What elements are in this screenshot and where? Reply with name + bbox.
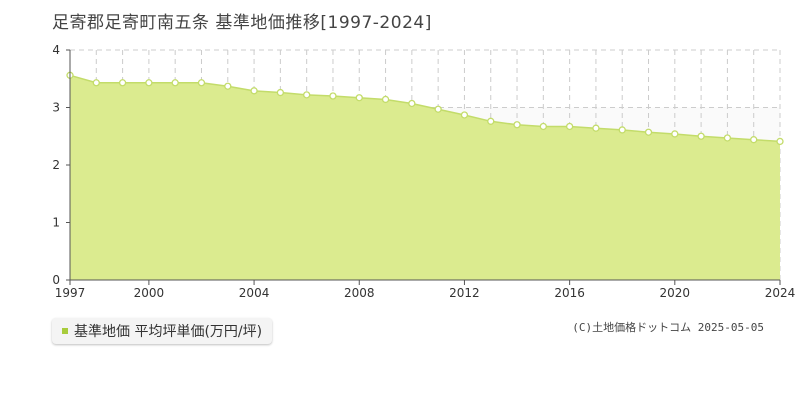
y-tick-label: 0 [52, 273, 60, 287]
data-point [592, 124, 600, 132]
legend-swatch [62, 328, 68, 334]
data-point [618, 126, 626, 134]
data-point [408, 99, 416, 108]
x-tick-label: 2012 [449, 286, 480, 300]
y-tick-label: 2 [52, 158, 60, 172]
data-point [303, 91, 311, 99]
x-tick-label: 2000 [134, 286, 165, 300]
data-point [329, 92, 337, 100]
y-tick-label: 3 [52, 101, 60, 115]
data-point [434, 105, 442, 113]
data-point [565, 122, 574, 131]
series-area [70, 75, 780, 280]
data-point [381, 95, 390, 104]
data-point [224, 82, 232, 90]
data-point [118, 79, 127, 87]
data-point [487, 117, 495, 125]
data-point [776, 137, 784, 146]
data-point [539, 122, 547, 131]
x-tick-label: 2008 [344, 286, 375, 300]
data-point [697, 132, 705, 140]
data-point [355, 94, 363, 102]
legend-label: 基準地価 平均坪単価(万円/坪) [74, 324, 263, 340]
data-point [460, 111, 469, 119]
data-point [92, 79, 100, 87]
series-line [69, 74, 781, 143]
y-tick-label: 1 [52, 216, 60, 230]
data-point [513, 121, 521, 129]
y-axis-ticks: 0 1 2 3 4 [52, 43, 70, 287]
x-tick-label: 1997 [55, 286, 86, 300]
legend: 基準地価 平均坪単価(万円/坪) [52, 318, 273, 344]
data-point [197, 79, 206, 87]
data-point [250, 87, 258, 95]
x-axis-ticks: 1997 2000 2004 2008 2012 2016 2020 2024 [55, 280, 796, 300]
data-point [644, 128, 653, 136]
data-point [723, 134, 732, 142]
copyright-text: (C)土地価格ドットコム 2025-05-05 [572, 321, 764, 334]
series-markers [66, 71, 784, 146]
data-point [671, 130, 679, 138]
chart-title: 足寄郡足寄町南五条 基準地価推移[1997-2024] [52, 13, 432, 33]
x-tick-label: 2020 [660, 286, 691, 300]
x-tick-label: 2004 [239, 286, 270, 300]
data-point [750, 136, 758, 144]
y-tick-label: 4 [52, 43, 60, 57]
x-tick-label: 2016 [554, 286, 585, 300]
data-point [145, 79, 153, 87]
x-tick-label: 2024 [765, 286, 796, 300]
data-point [276, 88, 285, 97]
data-point [171, 79, 179, 87]
